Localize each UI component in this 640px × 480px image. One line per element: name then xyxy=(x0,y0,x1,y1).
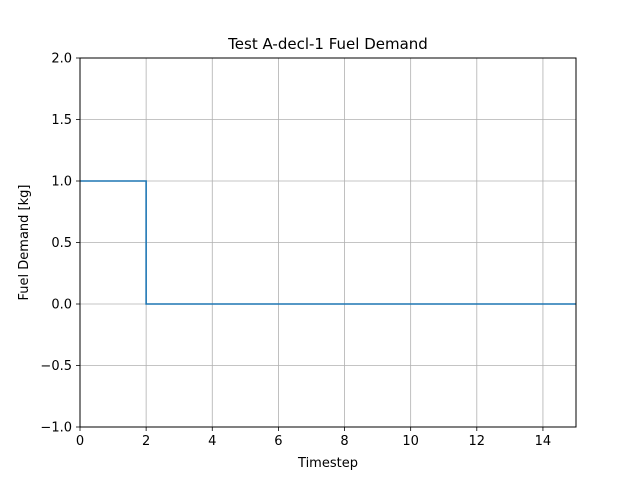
y-tick-label: 1.5 xyxy=(51,113,72,128)
y-axis-label: Fuel Demand [kg] xyxy=(17,185,32,301)
y-tick-label: 1.0 xyxy=(51,175,72,190)
x-tick-label: 2 xyxy=(142,434,150,449)
axis-ticks: 0 2 4 6 8 10 12 14 −1.0 −0.5 0.0 0.5 1.0 1.5 2.0 xyxy=(40,52,551,450)
x-tick-label: 4 xyxy=(208,434,216,449)
x-tick-label: 10 xyxy=(402,434,419,449)
y-tick-label: 0.5 xyxy=(51,236,72,251)
series-layer xyxy=(80,180,576,305)
x-axis-label: Timestep xyxy=(297,456,358,471)
y-tick-label: −0.5 xyxy=(40,359,72,374)
x-tick-label: 0 xyxy=(76,434,84,449)
x-tick-label: 8 xyxy=(340,434,348,449)
series-line xyxy=(80,180,576,305)
x-tick-label: 14 xyxy=(535,434,552,449)
chart-title: Test A-decl-1 Fuel Demand xyxy=(227,35,428,53)
y-tick-label: 0.0 xyxy=(51,298,72,313)
y-tick-label: 2.0 xyxy=(51,52,72,67)
y-tick-label: −1.0 xyxy=(40,421,72,436)
x-tick-label: 12 xyxy=(469,434,486,449)
x-tick-label: 6 xyxy=(274,434,282,449)
